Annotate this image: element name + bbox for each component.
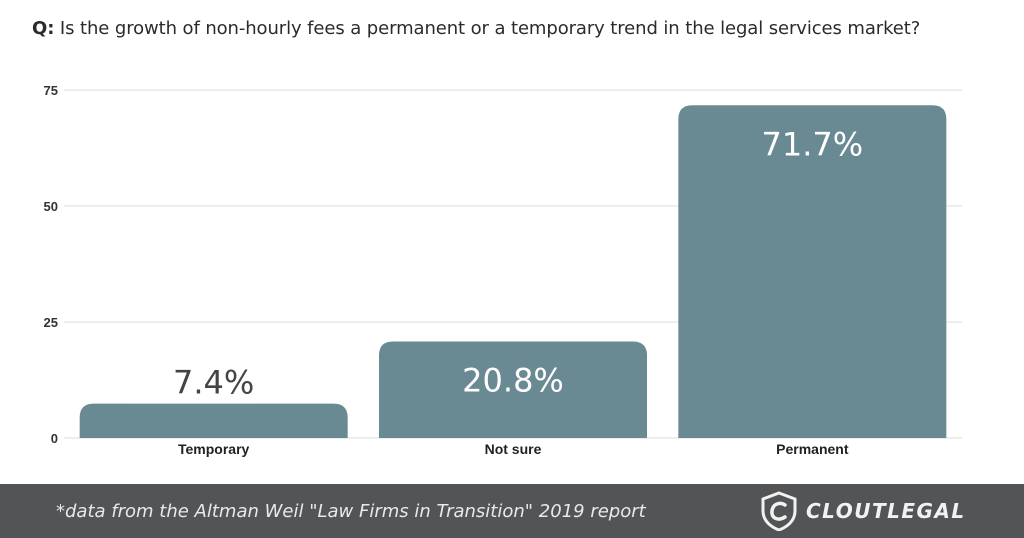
footer-bar: *data from the Altman Weil "Law Firms in… [0, 484, 1024, 538]
logo-text: CLOUTLEGAL [806, 499, 966, 523]
x-category-label: Temporary [178, 441, 250, 457]
y-tick-label: 25 [44, 315, 58, 330]
x-category-label: Not sure [485, 441, 542, 457]
brand-logo: CLOUTLEGAL [760, 491, 966, 531]
source-note: *data from the Altman Weil "Law Firms in… [56, 501, 646, 522]
bar [678, 105, 947, 438]
bar [79, 403, 348, 438]
question-prefix: Q: [32, 18, 55, 39]
data-label: 20.8% [462, 361, 564, 399]
x-category-label: Permanent [776, 441, 849, 457]
data-label: 71.7% [762, 125, 864, 163]
y-tick-label: 50 [44, 199, 58, 214]
data-label: 7.4% [173, 364, 254, 402]
y-tick-label: 75 [44, 83, 58, 98]
chart-question: Q: Is the growth of non-hourly fees a pe… [32, 18, 1002, 39]
shield-icon [761, 491, 797, 531]
y-tick-label: 0 [51, 431, 58, 446]
question-text: Is the growth of non-hourly fees a perma… [54, 18, 921, 39]
bar-chart: 0 25 50 75 7.4% Temporary 20.8% Not sure 71.7% Pe… [44, 83, 962, 457]
bar [379, 341, 647, 438]
